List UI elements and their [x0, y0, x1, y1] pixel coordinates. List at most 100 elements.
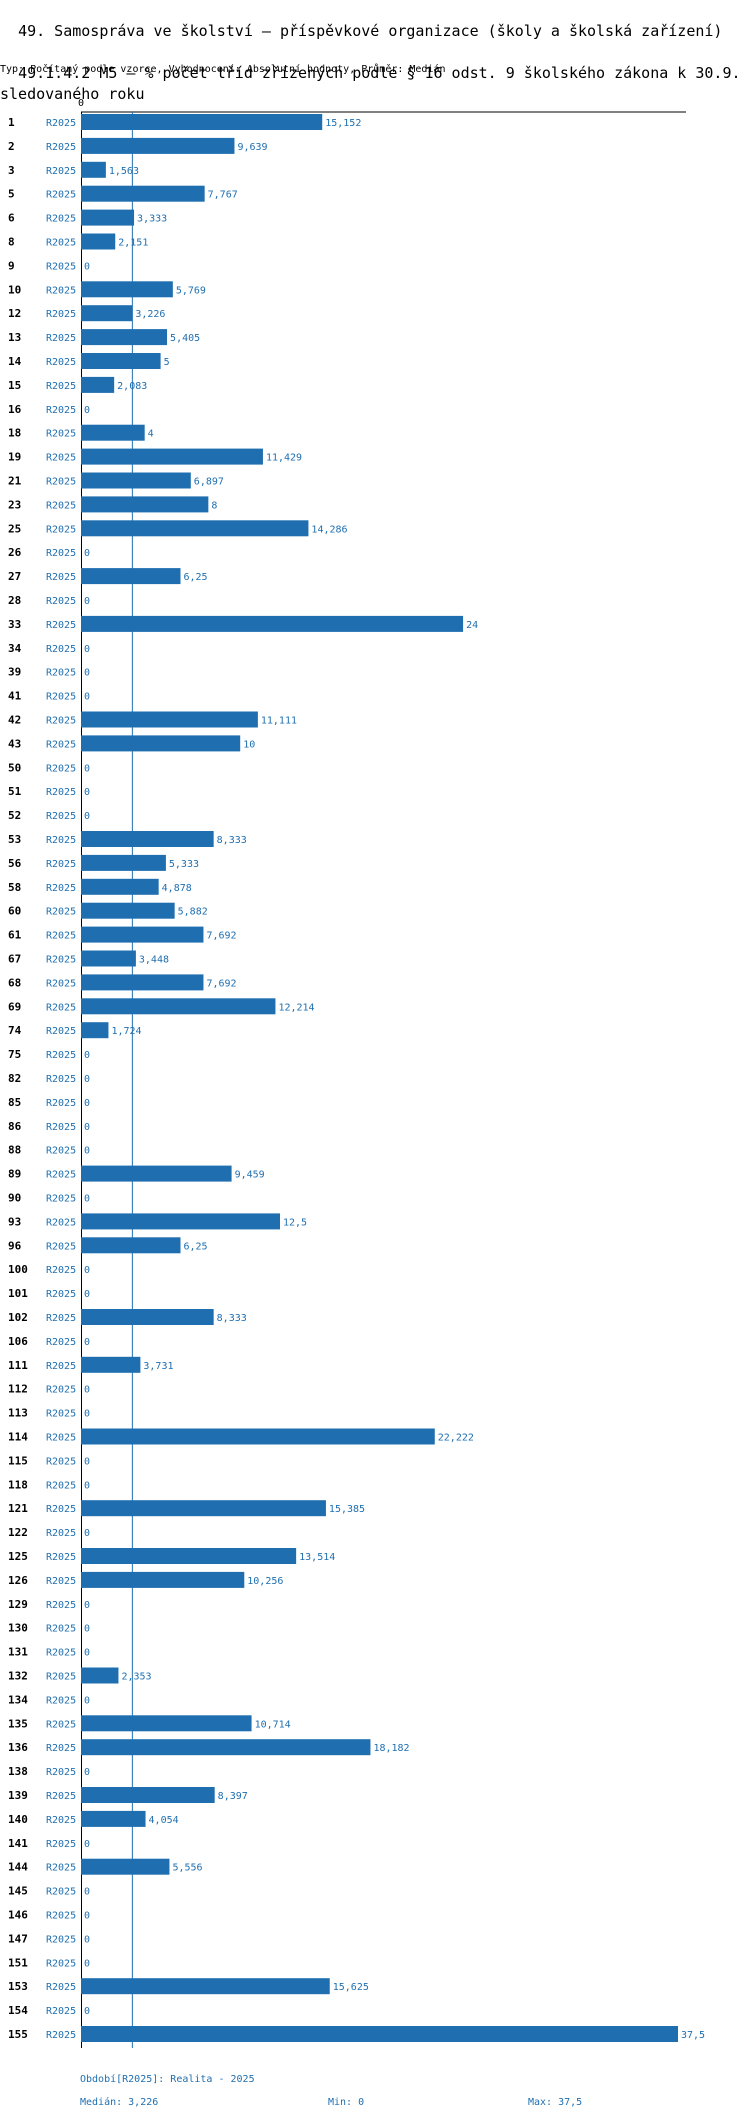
value-label: 0	[84, 1480, 90, 1491]
value-label: 13,514	[299, 1552, 335, 1563]
bar	[81, 1739, 371, 1756]
bar	[81, 520, 309, 537]
value-label: 2,151	[118, 238, 148, 249]
value-label: 0	[84, 1385, 90, 1396]
footer-min: Min: 0	[328, 2097, 365, 2108]
value-label: 0	[84, 1839, 90, 1850]
category-label: 115	[8, 1454, 28, 1467]
value-label: 5,882	[178, 907, 208, 918]
bar	[81, 137, 235, 154]
series-label: R2025	[46, 1026, 76, 1037]
category-label: 85	[8, 1096, 21, 1109]
category-label: 86	[8, 1120, 22, 1133]
bar	[81, 2026, 678, 2042]
value-label: 7,692	[206, 931, 236, 942]
series-label: R2025	[46, 572, 76, 583]
category-label: 10	[8, 283, 21, 296]
bar	[81, 496, 209, 513]
series-label: R2025	[46, 1504, 76, 1515]
category-label: 39	[8, 666, 21, 679]
series-label: R2025	[46, 883, 76, 894]
series-label: R2025	[46, 835, 76, 846]
category-label: 131	[8, 1646, 28, 1659]
category-label: 155	[8, 2028, 28, 2041]
value-label: 11,111	[261, 716, 297, 727]
series-label: R2025	[46, 429, 76, 440]
value-label: 10	[243, 739, 255, 750]
category-label: 134	[8, 1693, 28, 1706]
value-label: 0	[84, 763, 90, 774]
bar	[81, 424, 145, 441]
bar	[81, 209, 135, 226]
series-label: R2025	[46, 1719, 76, 1730]
value-label: 9,459	[235, 1170, 265, 1181]
category-label: 141	[8, 1837, 28, 1850]
value-label: 37,5	[681, 2030, 705, 2041]
value-label: 5,405	[170, 333, 200, 344]
value-label: 22,222	[438, 1433, 474, 1444]
series-label: R2025	[46, 1098, 76, 1109]
category-label: 19	[8, 451, 21, 464]
bar	[81, 1022, 109, 1039]
category-label: 138	[8, 1765, 28, 1778]
category-label: 58	[8, 881, 21, 894]
series-label: R2025	[46, 739, 76, 750]
category-label: 125	[8, 1550, 28, 1563]
value-label: 15,625	[333, 1982, 369, 1993]
series-label: R2025	[46, 1456, 76, 1467]
category-label: 41	[8, 690, 22, 703]
category-label: 147	[8, 1932, 28, 1945]
category-label: 42	[8, 714, 21, 727]
value-label: 14,286	[311, 524, 347, 535]
category-label: 100	[8, 1263, 28, 1276]
category-label: 67	[8, 953, 21, 966]
bar	[81, 568, 181, 585]
value-label: 0	[84, 1194, 90, 1205]
series-label: R2025	[46, 1648, 76, 1659]
bar	[81, 1500, 326, 1517]
value-label: 8,333	[217, 1313, 247, 1324]
series-label: R2025	[46, 1863, 76, 1874]
category-label: 2	[8, 140, 15, 153]
category-label: 60	[8, 905, 21, 918]
title-line-2: 49.1.4.2 M5 – % počet tříd zřízených pod…	[0, 64, 750, 103]
value-label: 10,714	[255, 1719, 291, 1730]
series-label: R2025	[46, 285, 76, 296]
category-label: 15	[8, 379, 21, 392]
category-label: 145	[8, 1885, 28, 1898]
bar	[81, 1978, 330, 1995]
bar	[81, 1858, 170, 1875]
category-label: 1	[8, 116, 15, 129]
series-label: R2025	[46, 333, 76, 344]
bar	[81, 448, 263, 465]
category-label: 118	[8, 1478, 28, 1491]
value-label: 12,214	[278, 1002, 314, 1013]
category-label: 52	[8, 809, 21, 822]
series-label: R2025	[46, 1480, 76, 1491]
value-label: 0	[84, 1648, 90, 1659]
series-label: R2025	[46, 1289, 76, 1300]
category-label: 18	[8, 427, 21, 440]
series-label: R2025	[46, 859, 76, 870]
series-label: R2025	[46, 1695, 76, 1706]
series-label: R2025	[46, 763, 76, 774]
value-label: 2,083	[117, 381, 147, 392]
value-label: 24	[466, 620, 478, 631]
category-label: 82	[8, 1072, 21, 1085]
category-label: 113	[8, 1407, 28, 1420]
value-label: 11,429	[266, 453, 302, 464]
value-label: 1,563	[109, 166, 139, 177]
series-label: R2025	[46, 453, 76, 464]
value-label: 0	[84, 1934, 90, 1945]
value-label: 5,769	[176, 285, 206, 296]
x-axis-zero-label: 0	[78, 98, 84, 109]
category-label: 74	[8, 1024, 22, 1037]
series-label: R2025	[46, 1839, 76, 1850]
series-label: R2025	[46, 1743, 76, 1754]
category-label: 16	[8, 403, 22, 416]
category-label: 144	[8, 1861, 28, 1874]
category-label: 9	[8, 259, 15, 272]
bar	[81, 281, 173, 298]
category-label: 75	[8, 1048, 21, 1061]
